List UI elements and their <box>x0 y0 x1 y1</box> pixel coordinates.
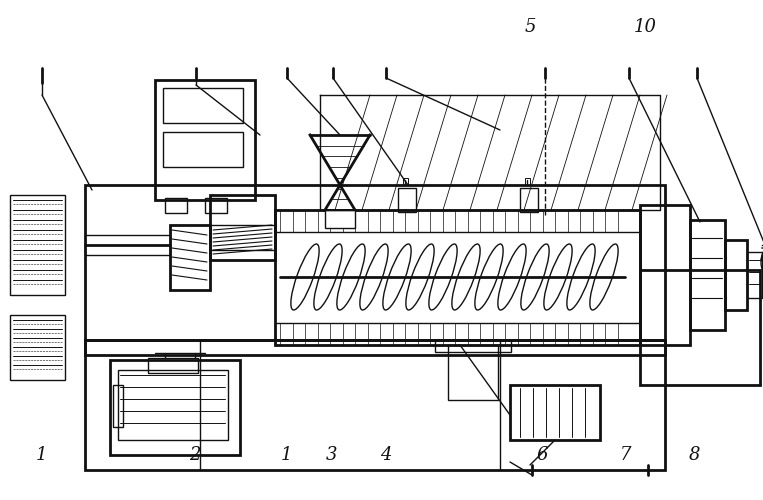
Bar <box>325 210 355 228</box>
Bar <box>85 340 665 470</box>
Bar <box>275 210 640 345</box>
Bar <box>275 323 640 345</box>
Bar <box>163 88 243 123</box>
Bar <box>165 198 187 213</box>
Bar <box>435 340 511 352</box>
Bar <box>10 195 65 295</box>
Bar <box>110 360 240 455</box>
Bar <box>640 205 690 345</box>
Bar <box>525 178 530 185</box>
Bar <box>170 225 210 290</box>
Bar <box>725 240 747 310</box>
Text: 5: 5 <box>524 18 536 36</box>
Bar <box>148 358 198 373</box>
Bar <box>10 315 65 380</box>
Bar <box>520 188 538 212</box>
Text: 8: 8 <box>688 446 700 464</box>
Bar <box>690 220 725 330</box>
Bar <box>85 185 665 355</box>
Bar <box>118 370 228 440</box>
Text: 2: 2 <box>188 446 201 464</box>
Bar <box>747 252 762 298</box>
Text: 7: 7 <box>620 446 632 464</box>
Bar <box>205 198 227 213</box>
Bar <box>210 195 275 260</box>
Bar <box>403 178 408 185</box>
Text: 4: 4 <box>379 446 391 464</box>
Text: 6: 6 <box>536 446 548 464</box>
Text: 1: 1 <box>280 446 292 464</box>
Text: 1: 1 <box>36 446 48 464</box>
Bar <box>640 270 760 385</box>
Bar <box>275 210 640 232</box>
Text: 3: 3 <box>326 446 338 464</box>
Bar <box>113 385 123 427</box>
Bar <box>510 385 600 440</box>
Bar <box>163 132 243 167</box>
Bar <box>85 235 170 255</box>
Text: 10: 10 <box>633 18 656 36</box>
Bar <box>398 188 416 212</box>
Bar <box>155 80 255 200</box>
Bar <box>448 345 498 400</box>
Bar <box>210 225 275 250</box>
